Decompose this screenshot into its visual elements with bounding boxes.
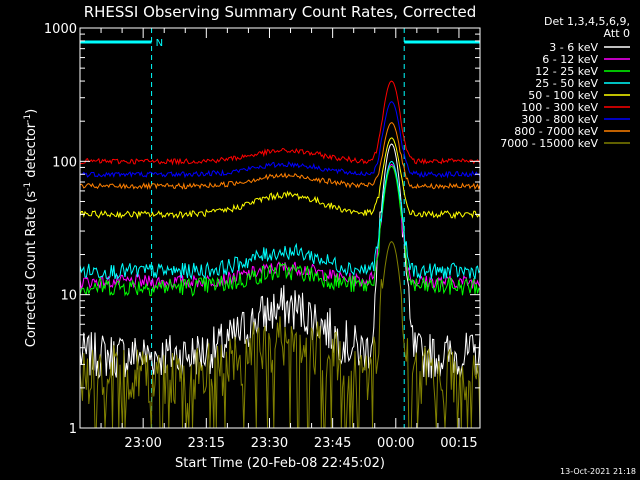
series-line xyxy=(79,122,481,190)
series-line xyxy=(79,240,481,429)
y-label-sup1: -1 xyxy=(23,182,33,191)
y-label-part2: detector xyxy=(24,122,39,182)
y-tick-label: 100 xyxy=(52,155,77,170)
x-tick-label: 23:30 xyxy=(251,436,288,451)
series-line xyxy=(79,137,481,220)
axes: 1 10 100 1000 23:00 23:15 23:30 23:45 00:00 00:15 xyxy=(44,22,481,451)
legend-label: 12 - 25 keV xyxy=(535,65,598,78)
y-tick-label: 1 xyxy=(69,422,77,437)
legend-label: 50 - 100 keV xyxy=(528,89,598,102)
series-line xyxy=(79,165,481,297)
series-line xyxy=(79,143,481,379)
legend-label: 800 - 7000 keV xyxy=(514,125,598,138)
y-label-sup2: -1 xyxy=(23,114,33,123)
chart-title: RHESSI Observing Summary Count Rates, Co… xyxy=(84,3,477,21)
x-tick-label: 00:00 xyxy=(377,436,414,451)
legend-label: 7000 - 15000 keV xyxy=(500,137,598,150)
legend-header: Att 0 xyxy=(604,27,630,40)
y-tick-label: 1000 xyxy=(44,22,77,37)
x-axis-label: Start Time (20-Feb-08 22:45:02) xyxy=(175,456,385,471)
legend-label: 25 - 50 keV xyxy=(535,77,598,90)
legend-label: 100 - 300 keV xyxy=(521,101,598,114)
x-tick-label: 23:15 xyxy=(188,436,225,451)
y-tick-label: 10 xyxy=(60,289,77,304)
series-lines xyxy=(79,80,481,429)
x-tick-label: 00:15 xyxy=(440,436,477,451)
night-marker: N xyxy=(156,38,163,49)
y-label-part3: ) xyxy=(24,109,39,114)
y-axis-label: Corrected Count Rate (s-1 detector-1) xyxy=(23,109,39,347)
plot-frame xyxy=(79,27,481,429)
series-line xyxy=(79,101,481,179)
series-line xyxy=(79,163,481,291)
legend-header: Det 1,3,4,5,6,9, xyxy=(544,15,630,28)
x-tick-label: 23:45 xyxy=(314,436,351,451)
legend-label: 3 - 6 keV xyxy=(549,41,598,54)
chart-footer: 13-Oct-2021 21:18 xyxy=(560,467,636,476)
series-line xyxy=(79,80,481,166)
y-label-part1: Corrected Count Rate (s xyxy=(24,191,39,348)
legend-label: 6 - 12 keV xyxy=(542,53,598,66)
legend-label: 300 - 800 keV xyxy=(521,113,598,126)
series-line xyxy=(79,160,481,281)
x-tick-label: 23:00 xyxy=(124,436,161,451)
